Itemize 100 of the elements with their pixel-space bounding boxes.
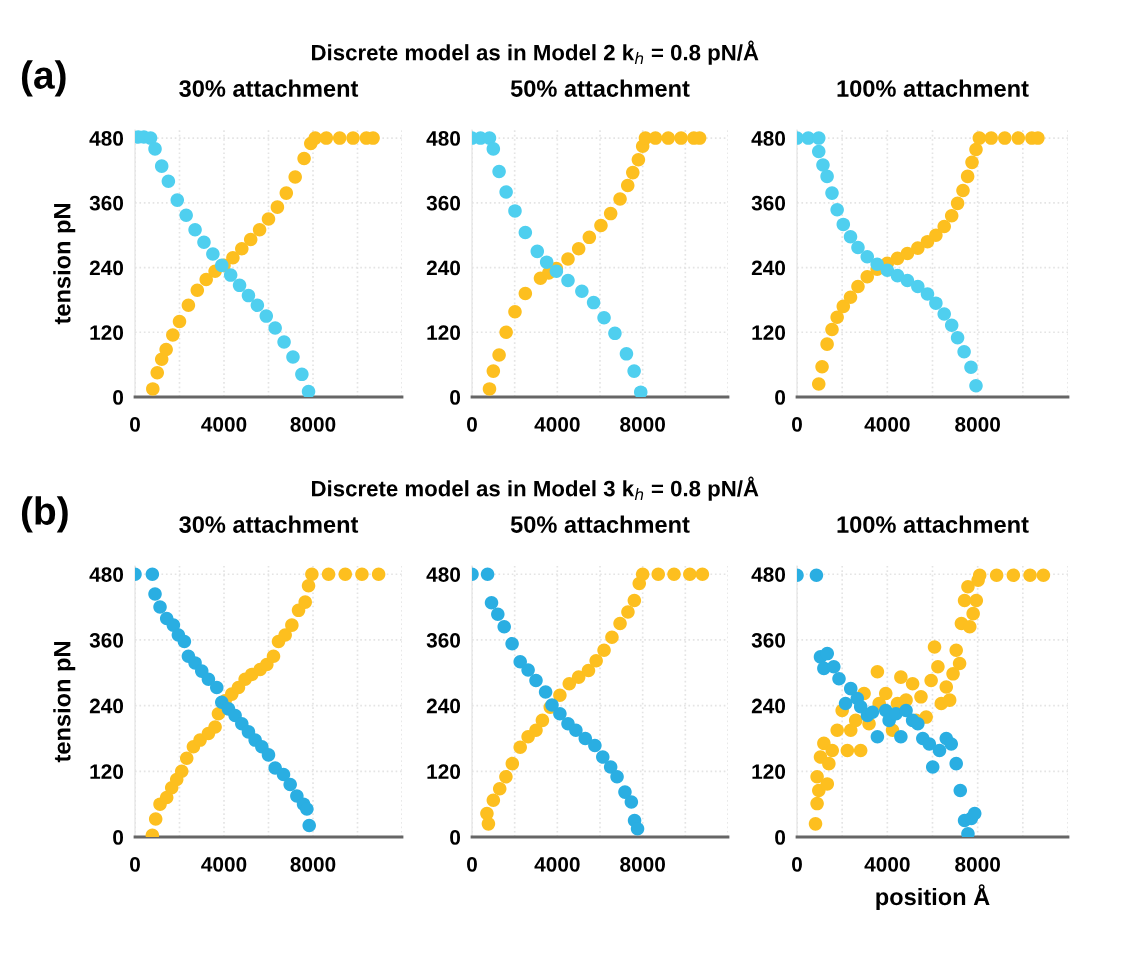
- x-axis-title: position Å: [876, 884, 990, 910]
- point: [146, 382, 160, 396]
- y-tick-label: 360: [89, 195, 124, 211]
- point: [674, 131, 688, 145]
- point: [188, 223, 202, 237]
- point: [518, 225, 533, 240]
- point: [840, 743, 855, 758]
- x-tick-label: 4000: [864, 416, 910, 432]
- point: [627, 593, 642, 608]
- point: [521, 663, 535, 677]
- point: [232, 278, 247, 293]
- point: [571, 670, 586, 684]
- point: [820, 646, 835, 661]
- point: [998, 131, 1012, 145]
- y-tick-label: 0: [450, 390, 461, 405]
- point: [860, 269, 875, 284]
- point: [633, 385, 648, 397]
- point: [575, 284, 589, 299]
- point: [946, 667, 960, 681]
- point: [810, 770, 824, 784]
- x-tick-label: 0: [467, 856, 477, 872]
- point: [297, 151, 311, 166]
- point: [825, 743, 839, 758]
- point: [301, 578, 316, 593]
- point: [603, 206, 618, 221]
- y-tick-label: 0: [113, 390, 124, 405]
- text: (b): [21, 496, 68, 533]
- point: [914, 690, 928, 704]
- point: [581, 663, 596, 678]
- point: [957, 593, 972, 608]
- y-tick-label: 240: [751, 698, 786, 714]
- x-tick-label: 8000: [955, 856, 1000, 872]
- point: [499, 185, 513, 199]
- y-tick-label: 120: [752, 325, 786, 341]
- point: [900, 246, 915, 261]
- point: [571, 241, 586, 256]
- point: [820, 777, 835, 791]
- point: [250, 298, 265, 313]
- chart-title: 30% attachment: [179, 79, 359, 97]
- point: [603, 760, 618, 774]
- point: [161, 174, 176, 189]
- point: [960, 169, 975, 184]
- point: [499, 770, 513, 784]
- point: [166, 328, 180, 342]
- point: [630, 822, 645, 836]
- point: [830, 203, 844, 217]
- point: [252, 223, 267, 237]
- point: [508, 305, 522, 319]
- point: [288, 170, 302, 184]
- point: [1011, 131, 1026, 145]
- point: [529, 673, 543, 688]
- point: [539, 255, 554, 269]
- point: [989, 568, 1004, 583]
- point: [964, 360, 978, 375]
- point: [911, 279, 925, 294]
- point: [922, 737, 937, 751]
- point: [865, 705, 880, 719]
- point: [197, 235, 211, 249]
- point: [355, 567, 369, 581]
- y-tick-label: 0: [775, 830, 786, 845]
- point: [950, 330, 965, 345]
- point: [984, 131, 998, 145]
- point: [956, 183, 970, 198]
- point: [518, 286, 533, 301]
- point: [952, 656, 967, 671]
- point: [635, 567, 650, 581]
- point: [816, 158, 830, 172]
- x-tick-label: 0: [467, 416, 477, 432]
- point: [894, 670, 908, 684]
- point: [561, 252, 575, 266]
- point: [966, 606, 980, 621]
- point: [920, 287, 935, 301]
- point: [223, 268, 238, 282]
- point: [932, 743, 947, 758]
- y-tick-label: 360: [426, 195, 461, 211]
- point: [283, 777, 297, 792]
- point: [261, 748, 276, 762]
- point: [830, 310, 844, 324]
- point: [332, 131, 347, 145]
- point: [843, 681, 858, 696]
- x-tick-label: 0: [792, 856, 802, 872]
- y-tick-label: 120: [427, 764, 461, 780]
- point: [937, 307, 951, 321]
- point: [853, 743, 868, 758]
- point: [586, 295, 601, 310]
- point: [508, 204, 522, 218]
- point: [1036, 568, 1051, 583]
- point: [870, 664, 885, 679]
- point: [298, 595, 312, 609]
- y-tick-label: 240: [751, 260, 786, 276]
- point: [594, 218, 608, 233]
- x-tick-label: 4000: [534, 416, 580, 432]
- point: [208, 720, 222, 734]
- point: [878, 686, 893, 701]
- point: [589, 653, 603, 668]
- point: [870, 257, 884, 272]
- point: [159, 790, 174, 805]
- point: [621, 605, 635, 619]
- point: [261, 212, 276, 226]
- point: [597, 643, 611, 658]
